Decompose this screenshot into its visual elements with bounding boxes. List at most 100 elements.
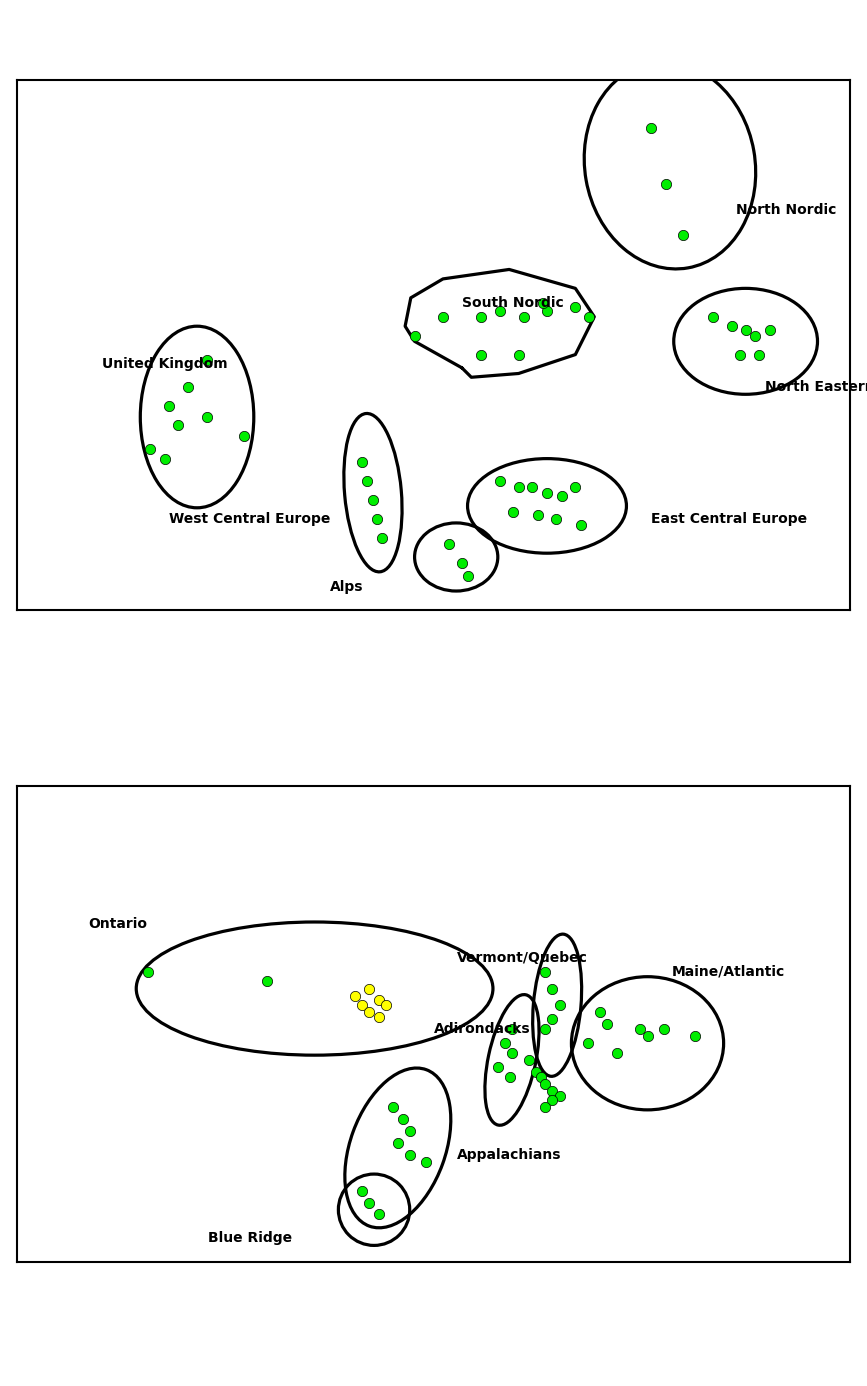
Point <box>455 552 469 574</box>
Point <box>372 1203 386 1225</box>
Point <box>238 426 251 448</box>
Point <box>545 1089 559 1112</box>
Point <box>355 994 369 1016</box>
Point <box>545 977 559 999</box>
Point <box>582 306 596 328</box>
Text: Vermont/Quebec: Vermont/Quebec <box>457 951 588 965</box>
Point <box>538 1073 552 1095</box>
Point <box>569 297 583 319</box>
Point <box>370 509 384 531</box>
Point <box>552 994 566 1016</box>
Point <box>634 1017 648 1040</box>
Point <box>386 1096 400 1119</box>
Point <box>688 1026 702 1048</box>
Point <box>395 1109 409 1131</box>
Text: Maine/Atlantic: Maine/Atlantic <box>671 965 785 979</box>
Point <box>361 470 375 492</box>
Point <box>420 1152 434 1174</box>
Point <box>355 1179 369 1202</box>
Point <box>752 344 766 366</box>
Point <box>474 306 488 328</box>
Point <box>763 319 777 341</box>
Point <box>533 1066 547 1088</box>
Point <box>366 489 380 511</box>
Point <box>372 1006 386 1028</box>
Point <box>441 532 455 554</box>
Point <box>362 977 376 999</box>
Point <box>372 990 386 1012</box>
Point <box>522 1049 536 1071</box>
Point <box>600 1013 614 1035</box>
Point <box>644 116 658 139</box>
Point <box>569 475 583 498</box>
Point <box>512 344 525 366</box>
Point <box>180 376 194 398</box>
Point <box>505 1017 519 1040</box>
Point <box>555 485 569 507</box>
Point <box>505 1042 519 1064</box>
Point <box>503 1066 517 1088</box>
Point <box>538 1096 552 1119</box>
Point <box>574 514 588 536</box>
Point <box>474 344 488 366</box>
Text: Alps: Alps <box>329 581 363 595</box>
Point <box>531 505 544 527</box>
Point <box>162 395 176 417</box>
Point <box>460 565 474 588</box>
Point <box>141 960 155 983</box>
Point <box>375 527 389 549</box>
Point <box>529 1060 543 1082</box>
Point <box>158 448 172 470</box>
Point <box>540 481 554 503</box>
Point <box>641 1026 655 1048</box>
Point <box>545 1009 559 1031</box>
Point <box>540 299 554 322</box>
Point <box>171 413 185 435</box>
Point <box>379 994 393 1016</box>
Text: Ontario: Ontario <box>88 918 147 931</box>
Point <box>143 438 157 460</box>
Point <box>538 1017 552 1040</box>
Point <box>260 970 274 992</box>
Point <box>593 1001 607 1023</box>
Point <box>512 475 525 498</box>
Point <box>733 344 746 366</box>
Point <box>748 324 762 346</box>
Text: United Kingdom: United Kingdom <box>102 358 228 371</box>
Point <box>403 1120 417 1142</box>
Point <box>199 406 213 428</box>
Text: North Nordic: North Nordic <box>736 204 837 218</box>
Text: East Central Europe: East Central Europe <box>651 513 807 527</box>
Point <box>362 1001 376 1023</box>
Point <box>362 1192 376 1214</box>
Point <box>739 319 753 341</box>
Point <box>506 500 520 523</box>
Point <box>545 1080 559 1102</box>
Point <box>676 225 690 247</box>
Text: North Eastern Europe: North Eastern Europe <box>765 380 867 394</box>
Text: West Central Europe: West Central Europe <box>169 513 330 527</box>
Point <box>707 306 720 328</box>
Point <box>518 306 531 328</box>
Point <box>537 292 551 315</box>
Point <box>659 173 673 195</box>
Point <box>538 960 552 983</box>
Point <box>657 1017 671 1040</box>
Point <box>726 315 740 337</box>
Point <box>199 349 213 371</box>
Text: Blue Ridge: Blue Ridge <box>207 1231 291 1245</box>
Point <box>492 470 506 492</box>
Point <box>407 324 421 346</box>
Point <box>355 452 368 474</box>
Point <box>525 475 538 498</box>
Point <box>550 509 564 531</box>
Point <box>491 1056 505 1078</box>
Text: Appalachians: Appalachians <box>457 1148 562 1161</box>
Point <box>436 306 450 328</box>
Point <box>498 1033 512 1055</box>
Text: South Nordic: South Nordic <box>462 297 564 310</box>
Text: Adirondacks: Adirondacks <box>434 1021 530 1035</box>
Point <box>403 1143 417 1166</box>
Point <box>610 1042 623 1064</box>
Point <box>391 1132 405 1155</box>
